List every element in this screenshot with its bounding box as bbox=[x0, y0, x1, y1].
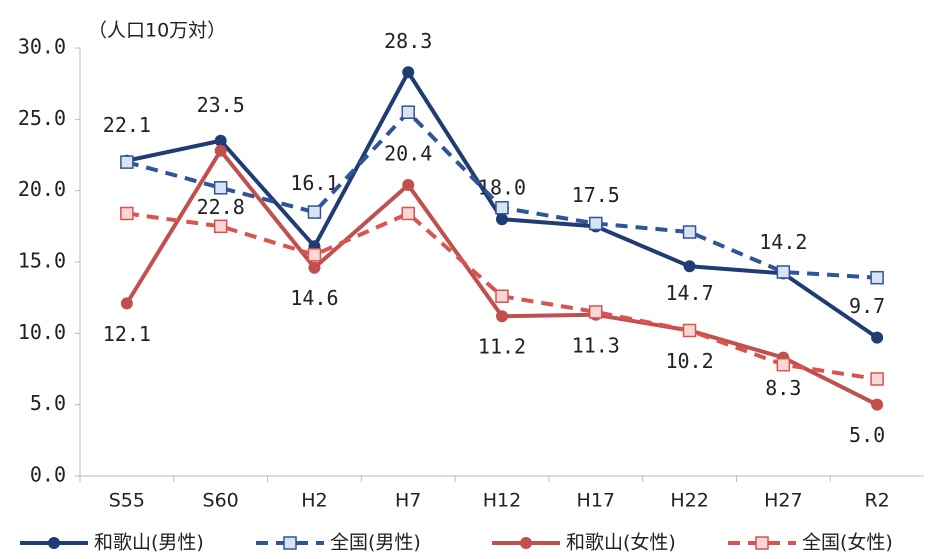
y-tick-label: 30.0 bbox=[18, 35, 66, 59]
x-tick-label: H2 bbox=[301, 490, 327, 512]
data-label: 18.0 bbox=[478, 176, 526, 200]
point bbox=[307, 205, 322, 219]
data-label: 20.4 bbox=[384, 141, 432, 165]
x-tick-label: R2 bbox=[864, 490, 889, 512]
legend-label: 全国(男性) bbox=[330, 532, 421, 554]
data-label: 10.2 bbox=[665, 349, 713, 373]
point bbox=[307, 248, 322, 262]
legend-label: 和歌山(女性) bbox=[566, 532, 676, 554]
x-tick-label: H17 bbox=[577, 490, 615, 512]
legend-marker bbox=[48, 537, 60, 549]
point bbox=[871, 331, 884, 344]
point bbox=[682, 225, 697, 239]
data-label: 5.0 bbox=[849, 423, 885, 447]
point bbox=[120, 155, 134, 169]
point bbox=[214, 134, 227, 147]
point bbox=[402, 178, 415, 191]
point bbox=[401, 105, 415, 119]
legend-marker bbox=[755, 536, 769, 550]
point bbox=[871, 398, 884, 411]
x-tick-label: S55 bbox=[109, 490, 145, 512]
point bbox=[120, 297, 133, 310]
legend-label: 全国(女性) bbox=[802, 532, 893, 554]
data-label: 11.2 bbox=[478, 335, 526, 359]
legend-label: 和歌山(男性) bbox=[94, 532, 204, 554]
point bbox=[213, 219, 228, 234]
data-label: 11.3 bbox=[572, 333, 620, 357]
y-tick-label: 20.0 bbox=[18, 177, 66, 201]
x-tick-label: H12 bbox=[483, 490, 521, 512]
data-label: 22.1 bbox=[103, 113, 151, 137]
y-tick-label: 10.0 bbox=[18, 320, 66, 344]
data-label: 14.7 bbox=[665, 281, 713, 305]
point bbox=[402, 66, 415, 79]
point bbox=[589, 216, 603, 231]
point bbox=[495, 289, 509, 303]
data-label: 17.5 bbox=[572, 183, 620, 207]
legend-marker bbox=[520, 537, 532, 549]
point bbox=[589, 305, 603, 319]
point bbox=[682, 323, 697, 338]
point bbox=[308, 261, 321, 274]
point bbox=[120, 206, 134, 221]
unit-annotation: （人口10万対） bbox=[88, 20, 226, 42]
point bbox=[213, 181, 228, 195]
point bbox=[683, 260, 696, 273]
data-label: 14.2 bbox=[759, 230, 807, 254]
data-label: 22.8 bbox=[197, 195, 245, 219]
point bbox=[401, 206, 415, 221]
point bbox=[870, 372, 884, 386]
point bbox=[214, 144, 227, 157]
x-tick-label: H22 bbox=[670, 490, 708, 512]
data-label: 14.6 bbox=[290, 286, 338, 310]
x-tick-label: S60 bbox=[203, 490, 239, 512]
x-tick-label: H27 bbox=[764, 490, 802, 512]
data-label: 28.3 bbox=[384, 29, 432, 53]
point bbox=[495, 201, 509, 215]
y-tick-label: 0.0 bbox=[30, 463, 66, 487]
point bbox=[776, 265, 791, 279]
data-label: 12.1 bbox=[103, 322, 151, 346]
point bbox=[870, 270, 884, 285]
y-tick-label: 25.0 bbox=[18, 106, 66, 130]
legend-marker bbox=[283, 536, 297, 550]
point bbox=[496, 310, 508, 323]
data-label: 8.3 bbox=[765, 376, 801, 400]
data-label: 9.7 bbox=[849, 294, 885, 318]
data-label: 23.5 bbox=[197, 93, 245, 117]
y-tick-label: 5.0 bbox=[30, 391, 66, 415]
y-tick-label: 15.0 bbox=[18, 249, 66, 273]
x-tick-label: H7 bbox=[395, 490, 421, 512]
point bbox=[776, 357, 791, 372]
data-label: 16.1 bbox=[290, 171, 338, 195]
point bbox=[496, 213, 508, 226]
